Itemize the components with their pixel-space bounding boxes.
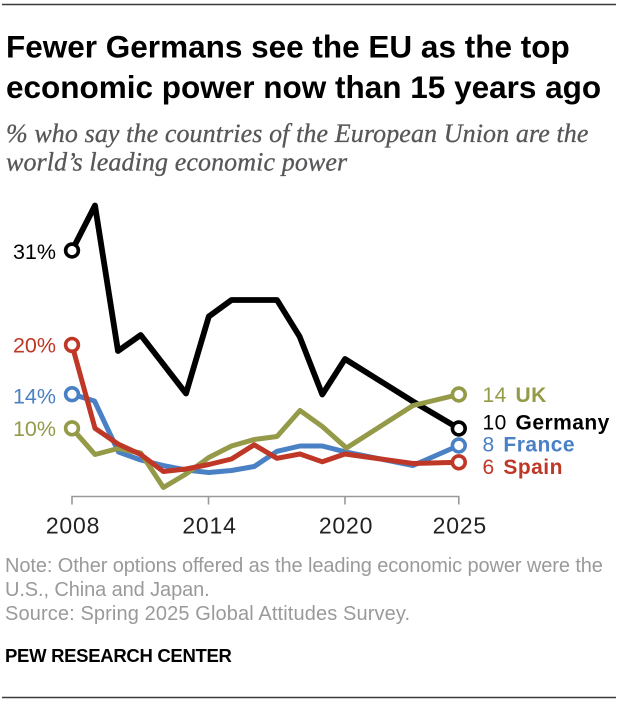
svg-text:Source: Spring 2025 Global Att: Source: Spring 2025 Global Attitudes Sur…: [5, 603, 410, 625]
svg-text:Note: Other options offered as: Note: Other options offered as the leadi…: [5, 555, 603, 577]
svg-text:8 France: 8 France: [483, 434, 576, 457]
svg-text:economic power now than 15 yea: economic power now than 15 years ago: [6, 69, 601, 105]
svg-text:6 Spain: 6 Spain: [483, 456, 563, 479]
svg-text:14%: 14%: [13, 385, 56, 409]
svg-text:20%: 20%: [13, 334, 56, 358]
svg-text:10%: 10%: [13, 417, 56, 441]
svg-text:31%: 31%: [13, 240, 56, 264]
svg-text:2025: 2025: [433, 512, 487, 538]
svg-text:14 UK: 14 UK: [483, 384, 547, 407]
svg-text:world’s leading economic power: world’s leading economic power: [6, 148, 348, 177]
svg-text:10 Germany: 10 Germany: [483, 411, 610, 434]
svg-text:2020: 2020: [319, 512, 373, 538]
svg-text:U.S., China and Japan.: U.S., China and Japan.: [5, 579, 210, 601]
svg-text:PEW RESEARCH CENTER: PEW RESEARCH CENTER: [5, 645, 232, 666]
svg-text:2008: 2008: [46, 512, 100, 538]
svg-text:% who say the countries of the: % who say the countries of the European …: [6, 119, 589, 148]
svg-text:Fewer Germans see the EU as th: Fewer Germans see the EU as the top: [6, 28, 570, 64]
svg-text:2014: 2014: [182, 512, 236, 538]
